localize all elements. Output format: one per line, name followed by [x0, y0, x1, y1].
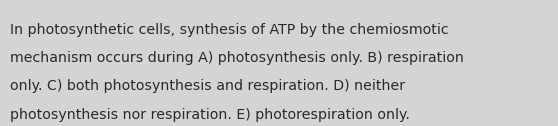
Text: photosynthesis nor respiration. E) photorespiration only.: photosynthesis nor respiration. E) photo…	[10, 108, 410, 122]
Text: only. C) both photosynthesis and respiration. D) neither: only. C) both photosynthesis and respira…	[10, 79, 405, 93]
Text: In photosynthetic cells, synthesis of ATP by the chemiosmotic: In photosynthetic cells, synthesis of AT…	[10, 23, 449, 37]
Text: mechanism occurs during A) photosynthesis only. B) respiration: mechanism occurs during A) photosynthesi…	[10, 51, 464, 65]
